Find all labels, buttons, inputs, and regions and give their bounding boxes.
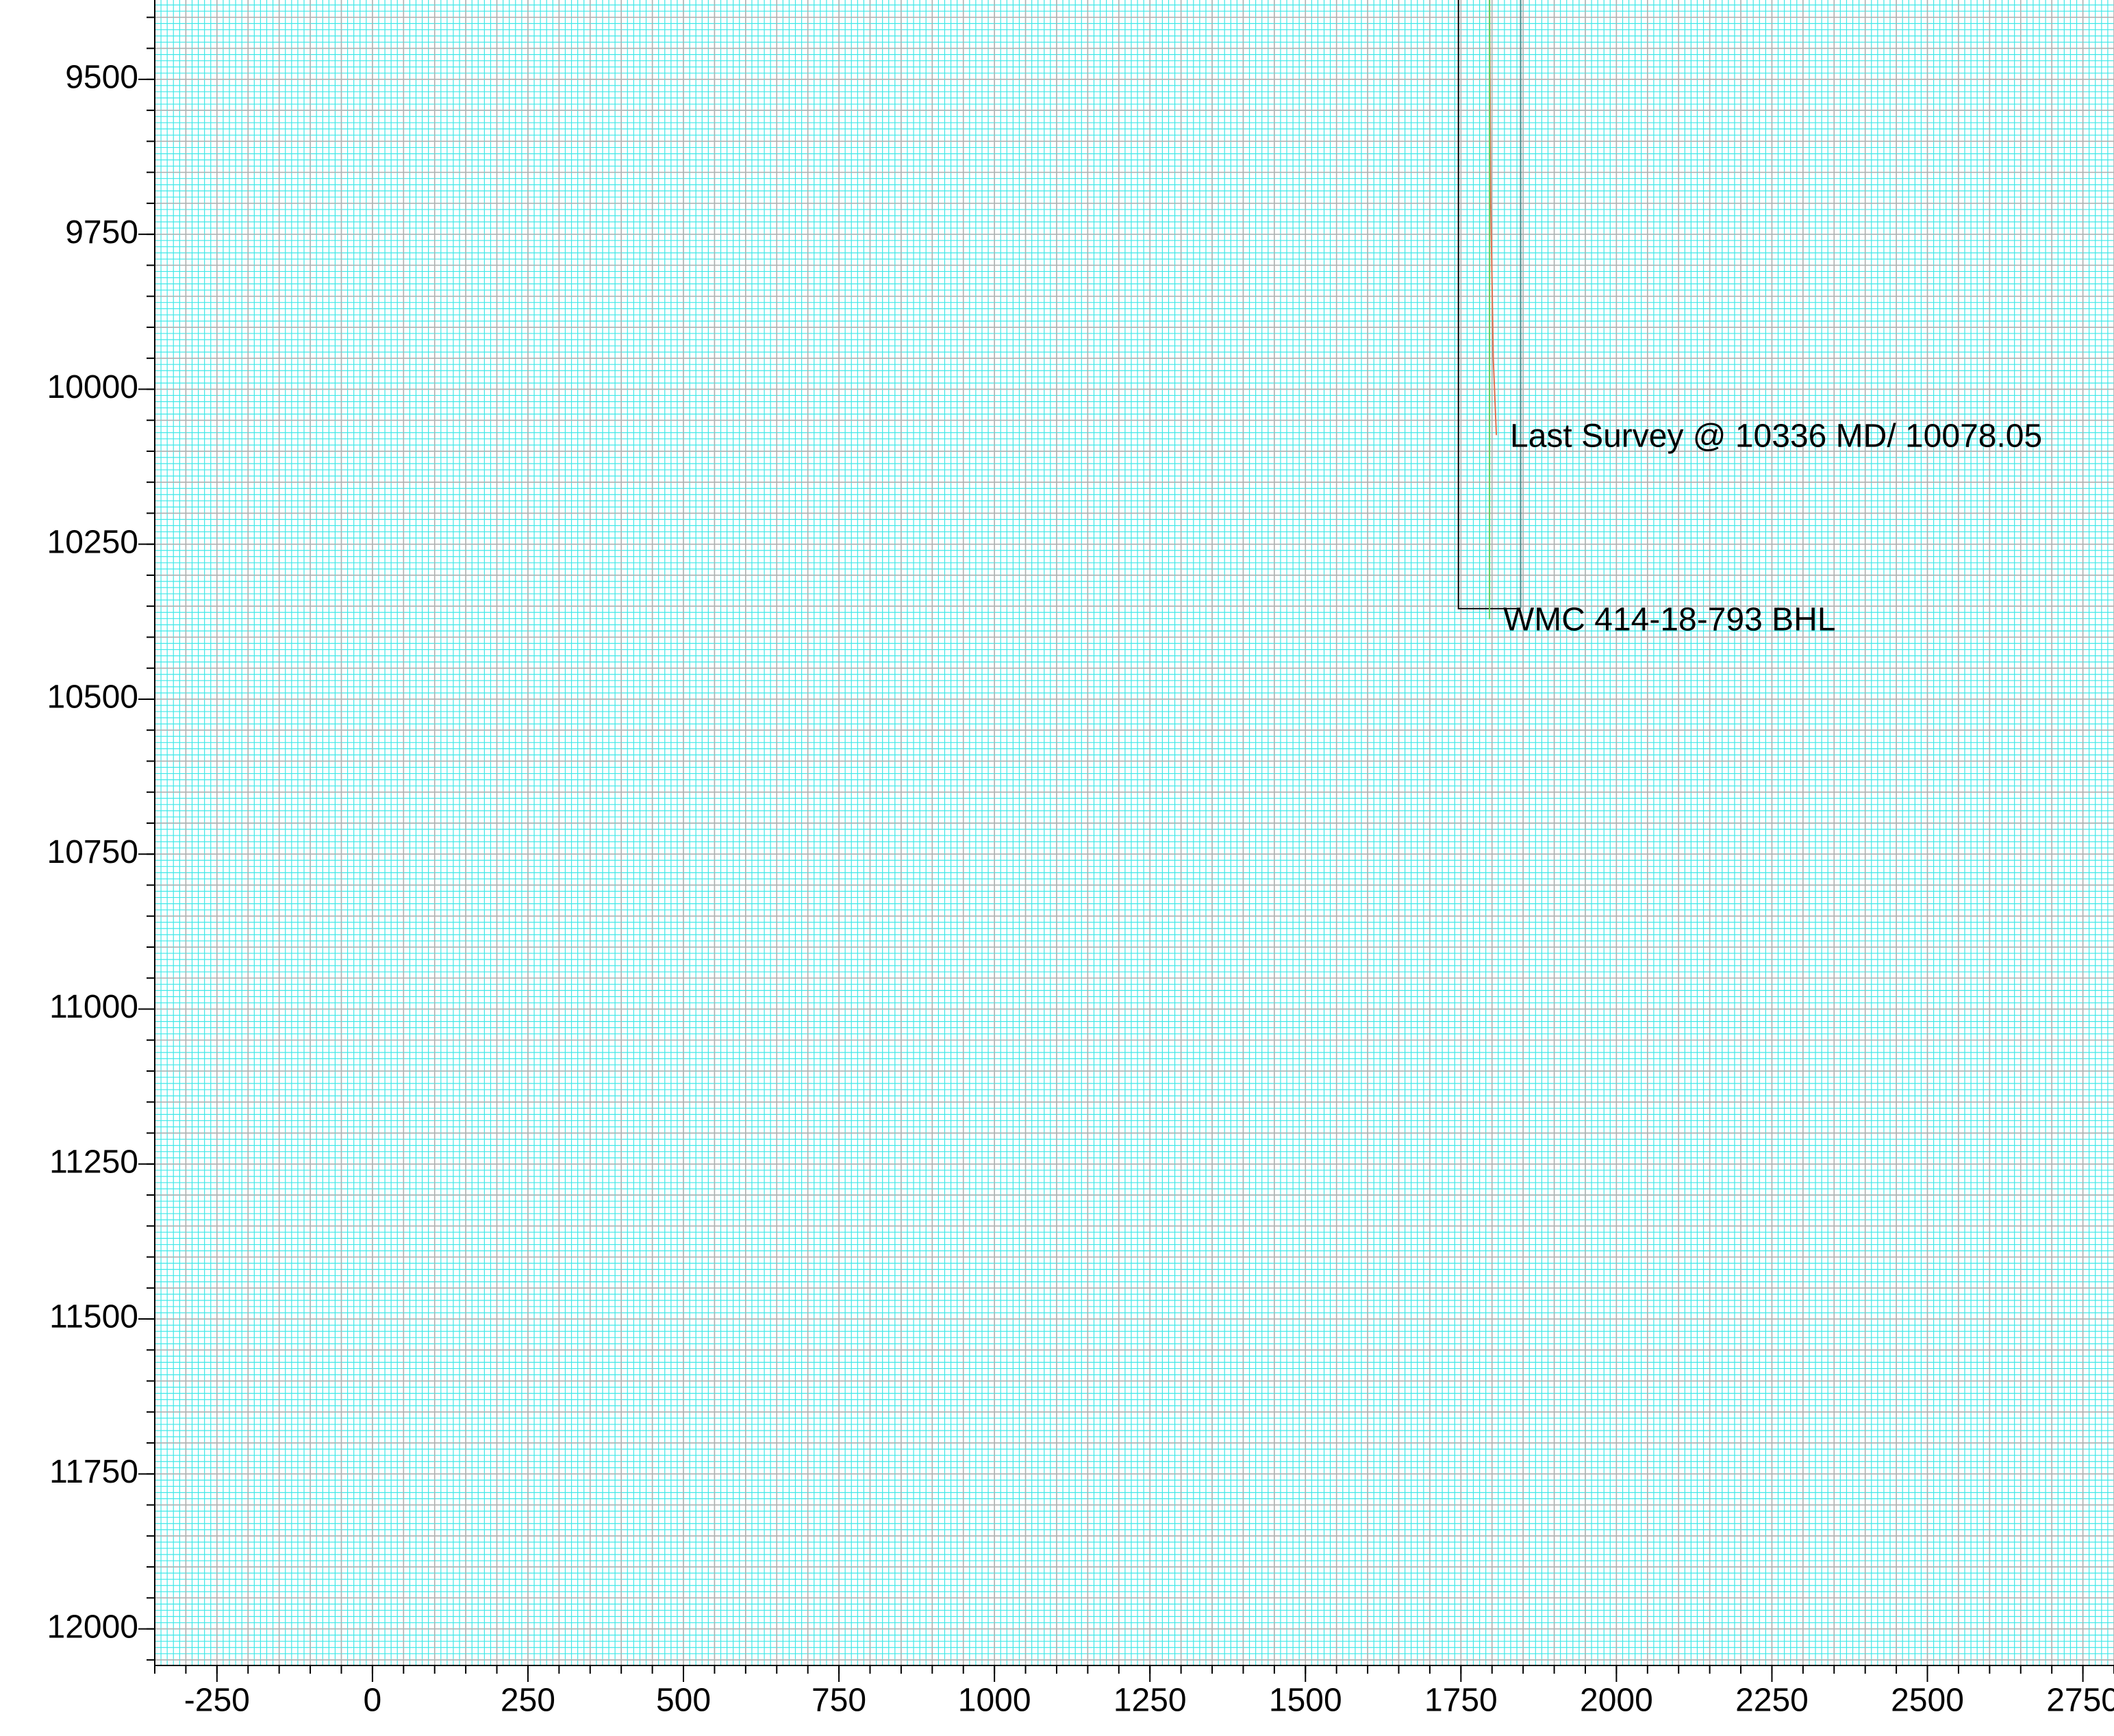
- x-tick-label: 2750: [2046, 1683, 2114, 1719]
- grid: [154, 0, 2114, 1665]
- y-tick-label: 11250: [49, 1144, 138, 1180]
- y-tick-label: 11750: [49, 1454, 138, 1490]
- y-tick-label: 9750: [65, 214, 138, 251]
- x-tick-label: 2500: [1891, 1683, 1964, 1719]
- y-tick-label: 10250: [47, 524, 138, 560]
- x-tick-label: 2000: [1580, 1683, 1653, 1719]
- x-tick-label: 2250: [1735, 1683, 1809, 1719]
- x-tick-label: 750: [811, 1683, 866, 1719]
- annotation: WMC 414-18-793 BHL: [1503, 602, 1836, 638]
- x-tick-label: 1500: [1269, 1683, 1342, 1719]
- y-tick-label: 10500: [47, 679, 138, 716]
- y-tick-label: 10750: [47, 834, 138, 870]
- x-tick-label: -250: [184, 1683, 250, 1719]
- y-tick-label: 12000: [47, 1609, 138, 1645]
- y-tick-label: 11500: [49, 1299, 138, 1335]
- x-tick-label: 0: [364, 1683, 382, 1719]
- x-tick-label: 250: [501, 1683, 555, 1719]
- y-tick-label: 10000: [47, 369, 138, 405]
- x-tick-label: 1250: [1113, 1683, 1187, 1719]
- x-tick-label: 1000: [958, 1683, 1031, 1719]
- plot: [1457, 0, 1522, 620]
- annotation: Last Survey @ 10336 MD/ 10078.05: [1510, 418, 2042, 455]
- line-series: [1457, 0, 1521, 609]
- y-tick-label: 9500: [65, 60, 138, 96]
- x-tick-label: 500: [656, 1683, 711, 1719]
- x-tick-label: 1750: [1424, 1683, 1498, 1719]
- y-tick-label: 11000: [49, 989, 138, 1025]
